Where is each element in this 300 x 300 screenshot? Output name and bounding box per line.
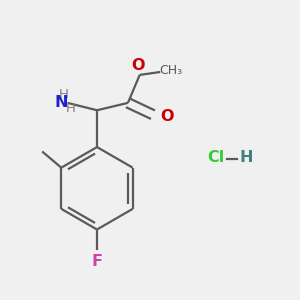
Text: H: H <box>66 102 76 115</box>
Text: H: H <box>59 88 69 101</box>
Text: O: O <box>160 109 174 124</box>
Text: CH₃: CH₃ <box>159 64 182 77</box>
Text: O: O <box>131 58 145 73</box>
Text: H: H <box>240 150 253 165</box>
Text: Cl: Cl <box>207 150 225 165</box>
Text: F: F <box>92 254 103 268</box>
Text: N: N <box>54 95 68 110</box>
